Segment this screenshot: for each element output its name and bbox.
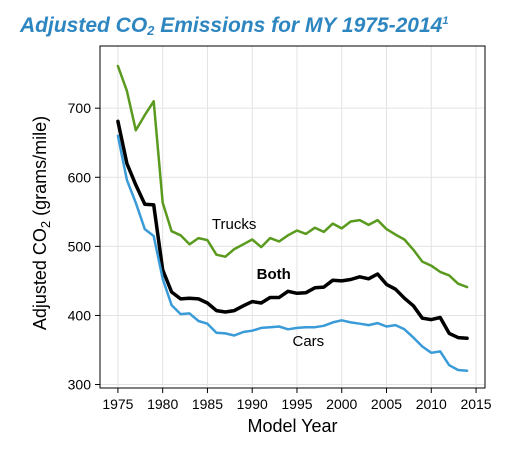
trucks-series-label: Trucks	[212, 216, 256, 233]
both-series-line	[116, 119, 469, 341]
x-tick-label: 1980	[147, 396, 178, 412]
series-layer: Trucks Both Cars	[116, 64, 469, 372]
cars-series-line	[116, 134, 469, 372]
x-tick-label: 2010	[416, 396, 447, 412]
grid-lines	[100, 46, 485, 388]
plot-frame	[99, 45, 486, 389]
x-tick-label: 2005	[371, 396, 402, 412]
cars-series-label: Cars	[293, 333, 325, 350]
x-tick-label: 1985	[192, 396, 223, 412]
y-tick-label: 500	[68, 238, 92, 254]
x-axis-label: Model Year	[247, 416, 337, 436]
chart-title: Adjusted CO2 Emissions for MY 1975-20141	[20, 14, 449, 38]
y-axis-label: Adjusted CO2 (grams/mile)	[30, 116, 53, 330]
x-tick-label: 2015	[460, 396, 491, 412]
y-tick-label: 400	[68, 307, 92, 323]
x-tick-label: 1990	[237, 396, 268, 412]
y-tick-label: 700	[68, 100, 92, 116]
x-tick-label: 2000	[326, 396, 357, 412]
trucks-series-line	[116, 64, 469, 289]
both-series-label: Both	[257, 266, 291, 283]
y-tick-label: 600	[68, 169, 92, 185]
x-tick-label: 1975	[102, 396, 133, 412]
y-tick-label: 300	[68, 377, 92, 393]
x-tick-label: 1995	[281, 396, 312, 412]
axis-ticks: 1975 1980 1985 1990 1995 2000 2005 2010 2015 300 4…	[68, 100, 492, 412]
